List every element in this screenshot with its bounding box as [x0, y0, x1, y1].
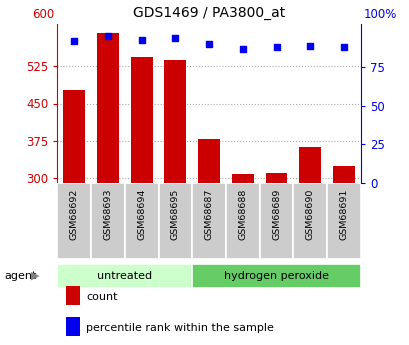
Point [104, 34, 111, 39]
Bar [265, 174, 287, 183]
Bar [231, 174, 253, 183]
Point [172, 35, 178, 41]
Text: GSM68692: GSM68692 [70, 189, 79, 240]
Bar [97, 33, 119, 183]
Bar [63, 90, 85, 183]
Text: GSM68690: GSM68690 [305, 189, 314, 240]
Text: GSM68689: GSM68689 [271, 189, 280, 240]
Bar [299, 147, 320, 183]
Text: ▶: ▶ [31, 271, 39, 281]
Text: GSM68693: GSM68693 [103, 189, 112, 240]
Text: GSM68691: GSM68691 [339, 189, 348, 240]
Bar [326, 183, 360, 259]
Text: agent: agent [4, 271, 36, 281]
Text: 100%: 100% [363, 8, 396, 21]
Text: percentile rank within the sample: percentile rank within the sample [86, 323, 273, 333]
Bar [192, 183, 225, 259]
Bar [259, 183, 293, 259]
Point [239, 46, 245, 51]
Point [272, 45, 279, 50]
Text: GSM68695: GSM68695 [171, 189, 180, 240]
Bar [124, 183, 158, 259]
Text: GSM68688: GSM68688 [238, 189, 247, 240]
Point [340, 45, 346, 50]
Text: 600: 600 [32, 8, 54, 21]
Text: GSM68694: GSM68694 [137, 189, 146, 240]
Point [306, 43, 313, 49]
Bar [332, 167, 354, 183]
Point [71, 38, 77, 44]
Title: GDS1469 / PA3800_at: GDS1469 / PA3800_at [133, 6, 285, 20]
Point [138, 37, 145, 42]
Bar [91, 183, 124, 259]
Bar [130, 57, 152, 183]
Bar [192, 264, 360, 288]
Bar [293, 183, 326, 259]
Bar [57, 264, 192, 288]
Bar [57, 183, 91, 259]
Point [205, 41, 212, 47]
Bar [225, 183, 259, 259]
Text: untreated: untreated [97, 271, 152, 281]
Bar [164, 60, 186, 183]
Text: GSM68687: GSM68687 [204, 189, 213, 240]
Bar [198, 139, 220, 183]
Text: count: count [86, 292, 117, 302]
Text: hydrogen peroxide: hydrogen peroxide [223, 271, 328, 281]
Bar [158, 183, 192, 259]
